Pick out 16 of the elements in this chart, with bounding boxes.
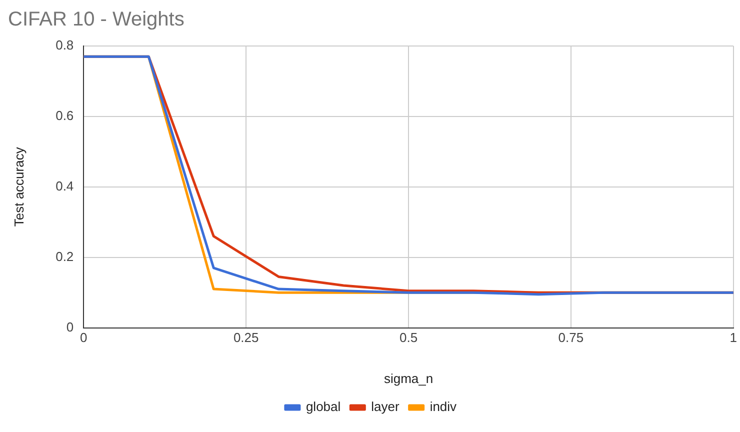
legend-label: indiv xyxy=(430,399,458,414)
y-axis-title: Test accuracy xyxy=(11,146,26,227)
y-tick-label: 0.4 xyxy=(56,178,74,194)
y-tick-label: 0.2 xyxy=(56,248,74,264)
x-tick-label: 0.25 xyxy=(233,330,259,346)
x-tick-label: 0.75 xyxy=(558,330,584,346)
y-tick-label: 0.8 xyxy=(56,38,74,53)
legend-label: global xyxy=(306,399,341,414)
x-tick-label: 0.5 xyxy=(399,330,418,346)
x-axis-title: sigma_n xyxy=(384,370,434,386)
legend-label: layer xyxy=(371,399,400,414)
chart-title: CIFAR 10 - Weights xyxy=(8,8,184,31)
y-tick-label: 0.6 xyxy=(56,108,74,124)
x-tick-label: 1 xyxy=(730,330,737,346)
y-tick-label: 0 xyxy=(66,319,74,334)
x-tick-label: 0 xyxy=(80,330,88,346)
